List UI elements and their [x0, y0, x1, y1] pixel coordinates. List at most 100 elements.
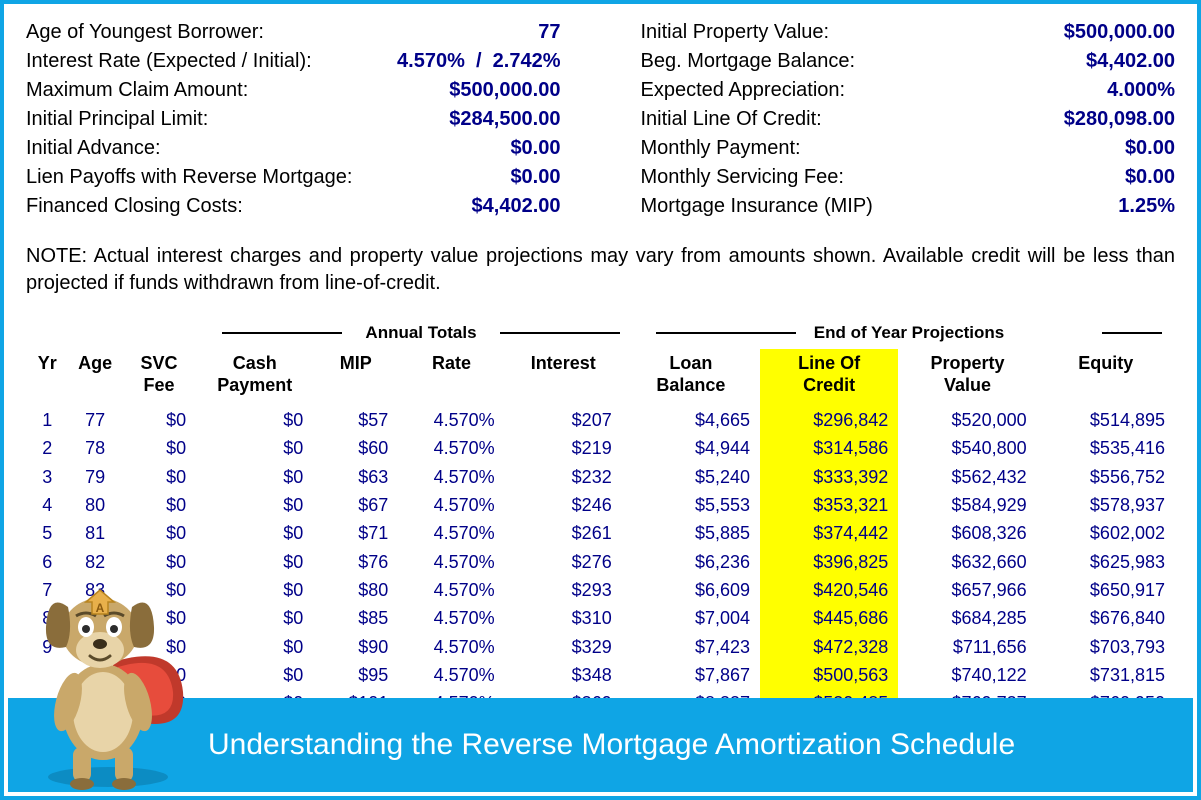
cell-equity: $703,793: [1037, 633, 1175, 661]
cell-interest: $329: [505, 633, 622, 661]
cell-loan: $7,004: [622, 604, 760, 632]
summary-value: $280,098.00: [1064, 105, 1175, 134]
cell-loc: $314,586: [760, 434, 898, 462]
cell-equity: $731,815: [1037, 661, 1175, 689]
cell-mip: $80: [313, 576, 398, 604]
cell-prop: $711,656: [898, 633, 1036, 661]
summary-value: $0.00: [1125, 134, 1175, 163]
col-header-equity: Equity: [1037, 349, 1175, 406]
footer-title: Understanding the Reverse Mortgage Amort…: [208, 728, 1015, 762]
summary-left-col: Age of Youngest Borrower: 77 Interest Rate…: [26, 18, 561, 221]
cell-yr: 2: [26, 434, 69, 462]
summary-row: Beg. Mortgage Balance:$4,402.00: [641, 47, 1176, 76]
cell-loan: $7,867: [622, 661, 760, 689]
summary-row: Lien Payoffs with Reverse Mortgage:$0.00: [26, 163, 561, 192]
summary-row: Monthly Payment:$0.00: [641, 134, 1176, 163]
cell-age: 78: [69, 434, 122, 462]
cell-rate: 4.570%: [398, 406, 504, 434]
col-header-mip: MIP: [313, 349, 398, 406]
summary-row: Mortgage Insurance (MIP) 1.25%: [641, 192, 1176, 221]
summary-value: 4.000%: [1107, 76, 1175, 105]
cell-prop: $540,800: [898, 434, 1036, 462]
cell-cash: $0: [196, 576, 313, 604]
cell-age: 77: [69, 406, 122, 434]
summary-value: $0.00: [510, 134, 560, 163]
mascot-dog-icon: A: [18, 572, 198, 792]
cell-prop: $608,326: [898, 519, 1036, 547]
cell-loan: $4,944: [622, 434, 760, 462]
summary-row: Age of Youngest Borrower: 77: [26, 18, 561, 47]
cell-mip: $95: [313, 661, 398, 689]
cell-mip: $76: [313, 548, 398, 576]
col-header-cash: CashPayment: [196, 349, 313, 406]
cell-svc: $0: [122, 406, 196, 434]
table-row: 8$0$0$854.570%$310$7,004$445,686$684,285…: [26, 604, 1175, 632]
col-header-loan: LoanBalance: [622, 349, 760, 406]
table-row: 379$0$0$634.570%$232$5,240$333,392$562,4…: [26, 463, 1175, 491]
summary-row: Initial Property Value: $500,000.00: [641, 18, 1176, 47]
cell-interest: $310: [505, 604, 622, 632]
summary-block: Age of Youngest Borrower: 77 Interest Rate…: [26, 18, 1175, 221]
summary-value: $0.00: [510, 163, 560, 192]
summary-label: Expected Appreciation:: [641, 76, 846, 105]
cell-rate: 4.570%: [398, 633, 504, 661]
summary-row: Initial Principal Limit:$284,500.00: [26, 105, 561, 134]
summary-value: 77: [538, 18, 560, 47]
summary-right-col: Initial Property Value:$500,000.00Beg. M…: [641, 18, 1176, 221]
summary-label: Beg. Mortgage Balance:: [641, 47, 856, 76]
cell-interest: $293: [505, 576, 622, 604]
cell-svc: $0: [122, 434, 196, 462]
summary-row: Monthly Servicing Fee:$0.00: [641, 163, 1176, 192]
group-header-eoy-label: End of Year Projections: [814, 323, 1005, 342]
summary-value: 1.25%: [1118, 192, 1175, 221]
cell-cash: $0: [196, 661, 313, 689]
cell-mip: $57: [313, 406, 398, 434]
cell-loan: $5,240: [622, 463, 760, 491]
cell-loc: $333,392: [760, 463, 898, 491]
summary-row: Maximum Claim Amount:$500,000.00: [26, 76, 561, 105]
table-row: 480$0$0$674.570%$246$5,553$353,321$584,9…: [26, 491, 1175, 519]
table-row: 9$0$0$904.570%$329$7,423$472,328$711,656…: [26, 633, 1175, 661]
table-header-row: YrAgeSVCFeeCashPaymentMIPRateInterestLoa…: [26, 349, 1175, 406]
cell-loc: $353,321: [760, 491, 898, 519]
cell-cash: $0: [196, 406, 313, 434]
col-header-prop: PropertyValue: [898, 349, 1036, 406]
cell-prop: $740,122: [898, 661, 1036, 689]
cell-cash: $0: [196, 491, 313, 519]
cell-prop: $520,000: [898, 406, 1036, 434]
cell-prop: $632,660: [898, 548, 1036, 576]
cell-svc: $0: [122, 519, 196, 547]
summary-label: Interest Rate (Expected / Initial):: [26, 47, 312, 76]
cell-age: 81: [69, 519, 122, 547]
summary-value: $0.00: [1125, 163, 1175, 192]
cell-prop: $684,285: [898, 604, 1036, 632]
cell-cash: $0: [196, 604, 313, 632]
cell-mip: $71: [313, 519, 398, 547]
summary-label: Initial Property Value:: [641, 18, 830, 47]
cell-mip: $63: [313, 463, 398, 491]
cell-equity: $676,840: [1037, 604, 1175, 632]
amortization-table: YrAgeSVCFeeCashPaymentMIPRateInterestLoa…: [26, 349, 1175, 746]
col-header-yr: Yr: [26, 349, 69, 406]
summary-row: Initial Advance:$0.00: [26, 134, 561, 163]
cell-mip: $67: [313, 491, 398, 519]
summary-label: Mortgage Insurance (MIP): [641, 192, 873, 221]
cell-loc: $374,442: [760, 519, 898, 547]
cell-mip: $90: [313, 633, 398, 661]
summary-label: Maximum Claim Amount:: [26, 76, 248, 105]
cell-rate: 4.570%: [398, 604, 504, 632]
group-header-eoy: End of Year Projections: [656, 323, 1162, 343]
table-row: 682$0$0$764.570%$276$6,236$396,825$632,6…: [26, 548, 1175, 576]
summary-label: Age of Youngest Borrower:: [26, 18, 264, 47]
cell-age: 79: [69, 463, 122, 491]
cell-interest: $246: [505, 491, 622, 519]
cell-rate: 4.570%: [398, 519, 504, 547]
cell-rate: 4.570%: [398, 548, 504, 576]
cell-interest: $276: [505, 548, 622, 576]
cell-yr: 4: [26, 491, 69, 519]
table-group-headers: Annual Totals End of Year Projections: [26, 323, 1175, 343]
cell-loan: $4,665: [622, 406, 760, 434]
cell-interest: $261: [505, 519, 622, 547]
svg-text:A: A: [96, 601, 105, 615]
summary-value: $500,000.00: [1064, 18, 1175, 47]
